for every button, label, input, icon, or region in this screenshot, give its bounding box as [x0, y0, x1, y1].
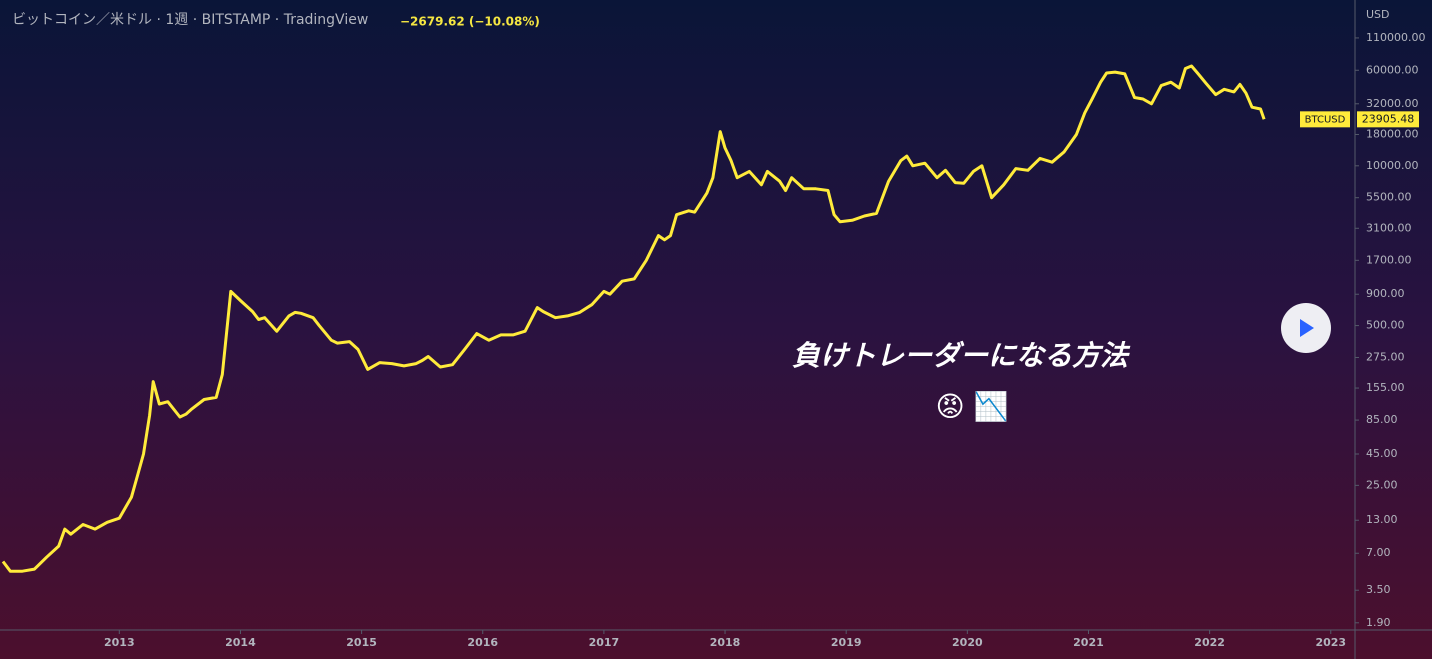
y-tick-label: 110000.00: [1366, 31, 1426, 44]
x-tick-label: 2017: [589, 636, 620, 649]
y-tick-label: 60000.00: [1366, 63, 1419, 76]
play-button[interactable]: [1281, 303, 1331, 353]
x-tick-label: 2019: [831, 636, 862, 649]
last-price-label: 23905.48: [1362, 112, 1415, 125]
currency-label: USD: [1366, 8, 1390, 21]
y-tick-label: 85.00: [1366, 413, 1398, 426]
y-tick-label: 3100.00: [1366, 221, 1412, 234]
y-tick-label: 32000.00: [1366, 97, 1419, 110]
last-price-badge: [1357, 111, 1419, 128]
y-tick-label: 275.00: [1366, 350, 1405, 363]
y-tick-label: 1700.00: [1366, 253, 1412, 266]
y-tick-label: 45.00: [1366, 447, 1398, 460]
symbol-badge: [1300, 111, 1350, 128]
y-tick-label: 25.00: [1366, 478, 1398, 491]
y-tick-label: 1.90: [1366, 616, 1391, 629]
x-tick-label: 2015: [346, 636, 377, 649]
price-line: [1, 64, 1266, 573]
x-tick-label: 2021: [1073, 636, 1104, 649]
x-tick-label: 2016: [467, 636, 498, 649]
overlay-text: 負けトレーダーになる方法: [792, 339, 1131, 372]
y-tick-label: 5500.00: [1366, 191, 1412, 204]
x-tick-label: 2014: [225, 636, 256, 649]
x-tick-label: 2022: [1194, 636, 1225, 649]
play-icon[interactable]: [1300, 319, 1314, 337]
chart-title: ビットコイン／米ドル · 1週 · BITSTAMP · TradingView: [12, 12, 368, 28]
x-tick-label: 2023: [1315, 636, 1346, 649]
symbol-label: BTCUSD: [1305, 114, 1346, 125]
y-tick-label: 900.00: [1366, 287, 1405, 300]
y-tick-label: 155.00: [1366, 381, 1405, 394]
y-tick-label: 500.00: [1366, 319, 1405, 332]
y-tick-label: 3.50: [1366, 583, 1391, 596]
x-tick-label: 2020: [952, 636, 983, 649]
y-tick-label: 10000.00: [1366, 159, 1419, 172]
y-tick-label: 13.00: [1366, 513, 1398, 526]
y-tick-label: 18000.00: [1366, 127, 1419, 140]
x-tick-label: 2018: [710, 636, 741, 649]
y-tick-label: 7.00: [1366, 546, 1391, 559]
emoji: 😡 📉: [936, 390, 1009, 423]
change-label: −2679.62 (−10.08%): [400, 15, 540, 29]
x-tick-label: 2013: [104, 636, 135, 649]
